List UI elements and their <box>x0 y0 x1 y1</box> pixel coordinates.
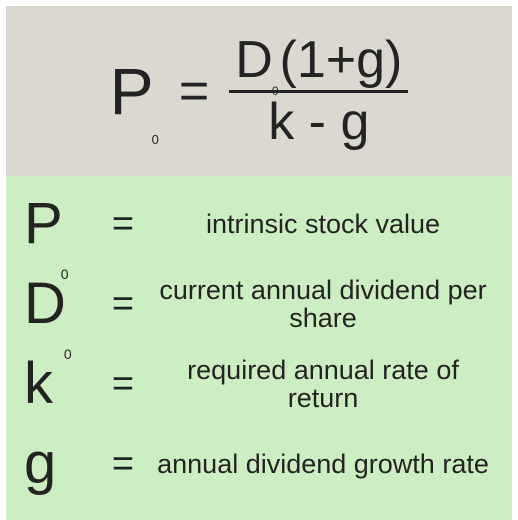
legend-definition: intrinsic stock value <box>148 210 498 238</box>
legend-equals: = <box>98 363 148 406</box>
numerator-var: D <box>235 33 273 88</box>
numerator-sub: 0 <box>272 85 279 98</box>
equals-sign: = <box>179 61 209 121</box>
lhs-var-sub: 0 <box>152 132 159 147</box>
legend-row: g = annual dividend growth rate <box>20 424 498 504</box>
numerator-rest: (1+g) <box>280 33 403 88</box>
fraction-denominator: k - g <box>262 95 375 150</box>
legend-equals: = <box>98 203 148 246</box>
fraction-numerator: D 0 (1+g) <box>229 33 408 88</box>
formula-panel: P 0 = D 0 (1+g) k - g <box>6 6 512 176</box>
formula-fraction: D 0 (1+g) k - g <box>229 33 408 149</box>
legend-row: P 0 = intrinsic stock value <box>20 184 498 264</box>
legend-symbol: k <box>20 355 98 413</box>
legend-equals: = <box>98 283 148 326</box>
legend-symbol: P 0 <box>20 195 98 253</box>
legend-row: k = required annual rate of return <box>20 344 498 424</box>
lhs-variable: P 0 <box>110 58 161 124</box>
legend-definition: annual dividend growth rate <box>148 450 498 478</box>
legend-row: D 0 = current annual dividend per share <box>20 264 498 344</box>
legend-definition: current annual dividend per share <box>148 276 498 333</box>
formula-lhs: P 0 = <box>110 58 210 124</box>
legend-symbol: D 0 <box>20 275 98 333</box>
lhs-var-main: P <box>110 58 154 124</box>
legend-symbol: g <box>20 435 98 493</box>
legend-equals: = <box>98 443 148 486</box>
legend-definition: required annual rate of return <box>148 356 498 413</box>
legend-panel: P 0 = intrinsic stock value D 0 = curren… <box>6 176 512 520</box>
